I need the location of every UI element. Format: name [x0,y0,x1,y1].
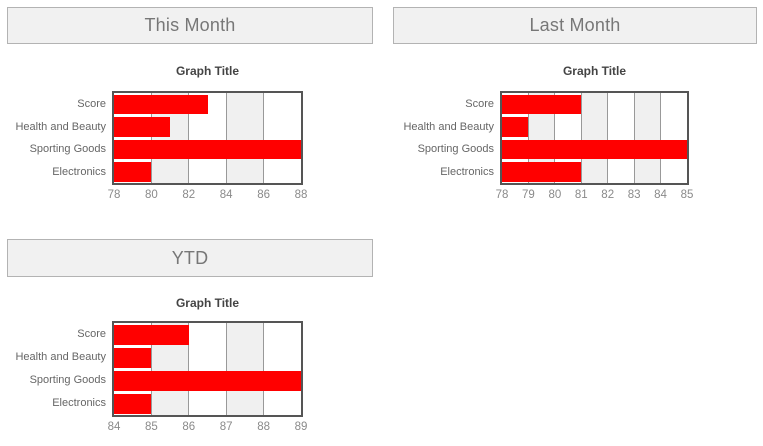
gridline [554,93,556,183]
x-tick-label: 89 [294,421,308,433]
x-tick-label: 80 [144,189,158,201]
bar-sporting-goods [114,370,301,391]
panel-header-this-month: This Month [7,7,373,44]
gridline [150,93,152,183]
bar-health-and-beauty [114,347,152,368]
background-band [226,93,264,183]
bar-health-and-beauty [502,117,529,137]
panel-title-this-month: This Month [144,15,236,35]
x-tick-label: 78 [107,189,121,201]
category-label: Electronics [440,165,494,178]
background-band [634,93,661,183]
x-tick-label: 83 [627,189,641,201]
gridline [580,93,582,183]
gridline [150,323,152,415]
x-tick-label: 86 [257,189,270,201]
bar-sporting-goods [114,139,301,159]
panel-title-last-month: Last Month [529,15,621,35]
bar-sporting-goods [502,139,687,159]
category-label: Sporting Goods [29,374,106,386]
category-label: Health and Beauty [403,120,494,133]
category-label: Health and Beauty [15,120,106,133]
gridline [263,323,265,415]
bar-electronics [114,162,152,182]
chart-title: Graph Title [562,64,627,78]
x-tick-label: 87 [219,421,233,433]
gridline [633,93,635,183]
x-tick-label: 80 [548,189,562,201]
x-tick-label: 88 [294,189,308,201]
gridline [263,93,265,183]
plot-area [112,91,303,185]
category-label: Score [465,98,494,110]
category-label: Score [77,98,106,110]
category-label: Sporting Goods [29,143,106,155]
bar-health-and-beauty [114,117,171,137]
x-tick-label: 82 [182,189,196,201]
x-tick-label: 82 [601,189,615,201]
gridline [660,93,662,183]
background-band [528,93,555,183]
background-band [226,323,264,415]
x-tick-label: 86 [182,421,196,433]
bar-score [114,324,189,345]
category-label: Score [77,328,106,340]
panel-title-ytd: YTD [171,247,209,268]
gridline [225,323,227,415]
gridline [188,93,190,183]
gridline [527,93,529,183]
bar-score [114,94,208,114]
bar-score [502,94,582,114]
gridline [607,93,609,183]
chart-title: Graph Title [175,64,240,78]
background-band [151,93,189,183]
category-label: Health and Beauty [15,351,106,363]
x-tick-label: 85 [680,189,694,201]
x-tick-label: 78 [495,189,509,201]
background-band [151,323,189,415]
category-label: Electronics [52,397,106,409]
gridline [188,323,190,415]
x-tick-label: 85 [144,421,158,433]
background-band [581,93,608,183]
gridline [225,93,227,183]
x-tick-label: 88 [257,421,270,433]
x-tick-label: 84 [654,189,667,201]
category-label: Sporting Goods [417,143,494,155]
x-tick-label: 81 [574,189,588,201]
category-label: Electronics [52,165,106,178]
chart-title: Graph Title [175,296,240,310]
bar-electronics [502,162,582,182]
panel-header-last-month: Last Month [393,7,757,44]
plot-area [112,321,303,417]
x-tick-label: 84 [107,421,121,433]
panel-header-ytd: YTD [7,239,373,277]
x-tick-label: 84 [219,189,233,201]
plot-area [500,91,689,185]
x-tick-label: 79 [522,189,535,201]
bar-electronics [114,393,152,414]
